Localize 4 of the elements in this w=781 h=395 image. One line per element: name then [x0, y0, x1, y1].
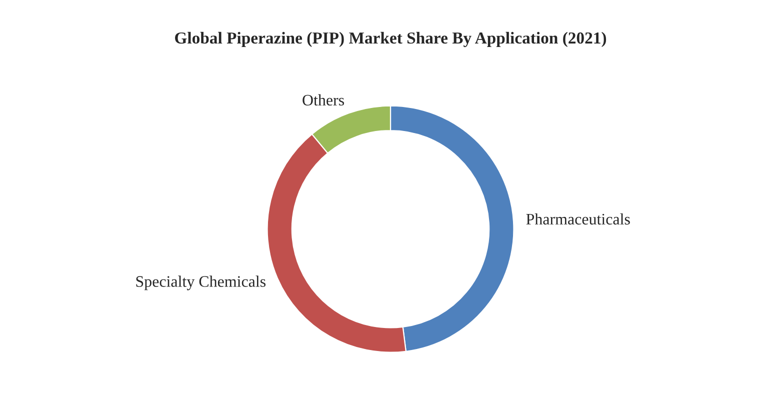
chart-title: Global Piperazine (PIP) Market Share By Application (2021) [175, 32, 606, 48]
slice-label: Others [302, 94, 344, 106]
slice-label: Specialty Chemicals [136, 276, 266, 290]
slice-label: Pharmaceuticals [526, 213, 630, 225]
